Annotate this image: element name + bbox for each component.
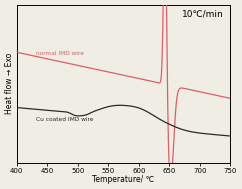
Text: normal IMD wire: normal IMD wire xyxy=(36,51,84,57)
Y-axis label: Heat flow → Exo: Heat flow → Exo xyxy=(5,53,14,115)
X-axis label: Temperature/ ℃: Temperature/ ℃ xyxy=(92,175,155,184)
Text: Cu coated IMD wire: Cu coated IMD wire xyxy=(36,117,94,122)
Text: 10℃/min: 10℃/min xyxy=(182,10,224,19)
